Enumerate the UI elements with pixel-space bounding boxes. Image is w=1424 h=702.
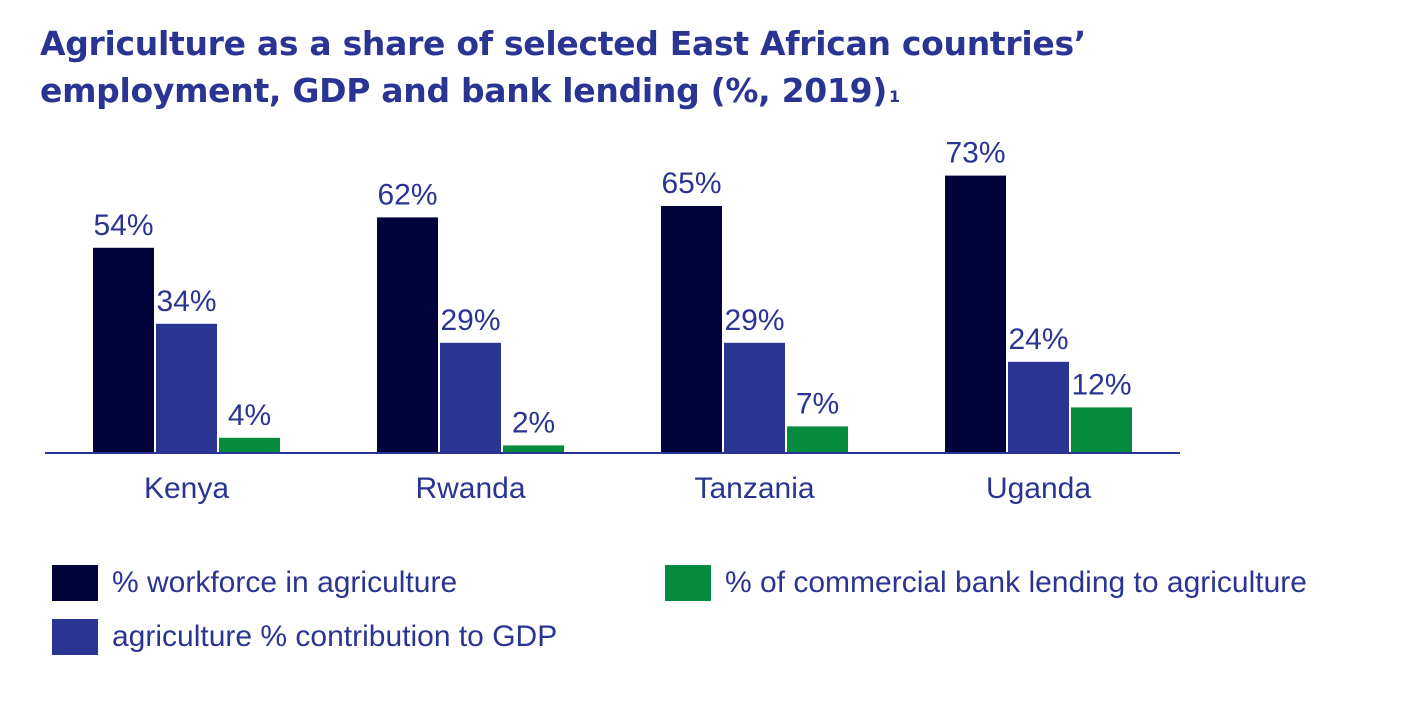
chart-title: Agriculture as a share of selected East … — [40, 20, 1340, 114]
legend-label-gdp: agriculture % contribution to GDP — [112, 620, 558, 653]
data-label-uganda-workforce: 73% — [945, 137, 1005, 170]
legend-item-lending: % of commercial bank lending to agricult… — [665, 565, 1307, 601]
bar-uganda-lending — [1071, 407, 1132, 453]
bar-tanzania-lending — [787, 426, 848, 453]
category-label-uganda: Uganda — [986, 472, 1091, 505]
bar-tanzania-gdp — [724, 342, 785, 453]
legend-swatch-gdp — [52, 619, 98, 655]
data-label-tanzania-workforce: 65% — [661, 167, 721, 200]
chart-title-line-2-text: employment, GDP and bank lending (%, 201… — [40, 71, 888, 110]
bar-uganda-gdp — [1008, 361, 1069, 453]
legend-label-lending: % of commercial bank lending to agricult… — [725, 566, 1307, 599]
data-label-uganda-lending: 12% — [1071, 368, 1131, 401]
data-label-rwanda-gdp: 29% — [440, 304, 500, 337]
category-label-kenya: Kenya — [144, 472, 229, 505]
bar-kenya-gdp — [156, 323, 217, 453]
data-label-kenya-workforce: 54% — [93, 209, 153, 242]
data-label-kenya-lending: 4% — [228, 399, 271, 432]
bar-uganda-workforce — [945, 175, 1006, 453]
data-label-tanzania-lending: 7% — [796, 387, 839, 420]
legend-item-gdp: agriculture % contribution to GDP — [52, 619, 557, 655]
bar-rwanda-workforce — [377, 217, 438, 453]
bar-kenya-workforce — [93, 247, 154, 453]
data-label-kenya-gdp: 34% — [156, 285, 216, 318]
bar-rwanda-gdp — [440, 342, 501, 453]
legend-item-workforce: % workforce in agriculture — [52, 565, 457, 601]
footnote-mark: 1 — [889, 87, 900, 106]
data-label-uganda-gdp: 24% — [1008, 323, 1068, 356]
category-label-tanzania: Tanzania — [694, 472, 814, 505]
category-label-rwanda: Rwanda — [415, 472, 525, 505]
legend-swatch-workforce — [52, 565, 98, 601]
legend-swatch-lending — [665, 565, 711, 601]
data-label-rwanda-workforce: 62% — [377, 178, 437, 211]
bar-rwanda-lending — [503, 445, 564, 453]
data-label-rwanda-lending: 2% — [512, 406, 555, 439]
bar-tanzania-workforce — [661, 206, 722, 453]
chart-title-line-2: employment, GDP and bank lending (%, 201… — [40, 67, 1340, 114]
data-label-tanzania-gdp: 29% — [724, 304, 784, 337]
bar-kenya-lending — [219, 437, 280, 453]
chart-title-line-1: Agriculture as a share of selected East … — [40, 24, 1087, 63]
legend-label-workforce: % workforce in agriculture — [112, 566, 458, 599]
